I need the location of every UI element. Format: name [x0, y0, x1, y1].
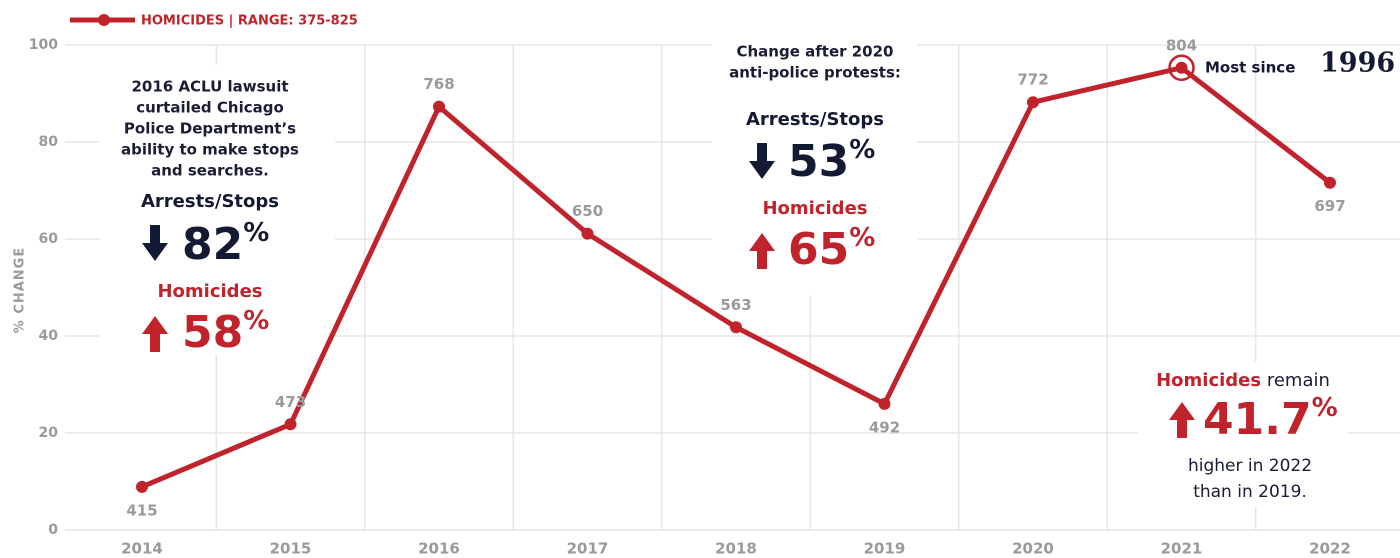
note-arrests: Arrests/Stops	[141, 191, 279, 212]
up-arrow	[1169, 402, 1195, 438]
note-text: ability to make stops	[121, 141, 299, 159]
point	[1175, 61, 1188, 74]
up-arrow	[749, 233, 775, 269]
point	[878, 397, 891, 410]
x-tick-label: 2016	[418, 540, 460, 558]
point	[136, 480, 148, 493]
value-label: 650	[572, 202, 603, 220]
x-tick-label: 2017	[567, 540, 609, 558]
note-text: anti-police protests:	[729, 64, 901, 82]
note-text: 2016 ACLU lawsuit	[131, 78, 288, 96]
y-tick-label: 60	[39, 231, 59, 247]
legend-label: HOMICIDES | RANGE: 375-825	[141, 14, 358, 29]
remain-text: higher in 2022	[1188, 456, 1312, 476]
peak-ring	[1168, 54, 1195, 82]
value-label: 804	[1166, 36, 1197, 54]
value-label: 492	[869, 418, 900, 436]
x-tick-label: 2021	[1161, 540, 1203, 558]
note-change: 82%	[182, 218, 269, 271]
down-arrow	[749, 143, 775, 179]
down-arrow	[142, 225, 168, 261]
remain-text: Homicides remain	[1156, 370, 1330, 391]
y-tick-label: 40	[39, 328, 59, 344]
note-bg	[100, 65, 335, 355]
y-tick-label: 0	[48, 522, 58, 538]
y-tick-label: 80	[39, 134, 59, 150]
x-tick-label: 2019	[864, 540, 906, 558]
point	[730, 321, 742, 334]
value-label: 772	[1017, 71, 1048, 89]
peak-text: Most since	[1205, 59, 1295, 77]
legend-dot	[98, 14, 110, 26]
point	[284, 418, 297, 431]
y-tick-label: 100	[29, 37, 58, 53]
note-bg	[1138, 362, 1348, 507]
x-tick-label: 2014	[121, 540, 163, 558]
point	[1324, 176, 1336, 189]
note-text: and searches.	[151, 162, 269, 180]
value-label: 415	[126, 501, 157, 519]
x-tick-label: 2022	[1309, 540, 1351, 558]
remain-text: than in 2019.	[1193, 482, 1307, 502]
y-tick-label: 20	[39, 425, 59, 441]
note-text: curtailed Chicago	[136, 99, 284, 117]
point	[433, 100, 445, 113]
note-change: 58%	[182, 306, 269, 359]
point	[581, 227, 594, 240]
remain-change: 41.7%	[1203, 393, 1338, 446]
value-label: 697	[1314, 197, 1345, 215]
value-label: 473	[275, 393, 306, 411]
value-label: 563	[720, 296, 751, 314]
note-change: 53%	[788, 135, 875, 188]
plot: 415 473 768 650 563 492 772 804 697	[126, 36, 1345, 519]
value-label: 768	[423, 75, 454, 93]
note-arrests: Arrests/Stops	[746, 109, 884, 130]
x-tick-label: 2015	[270, 540, 312, 558]
point	[1027, 96, 1039, 109]
up-arrow	[142, 316, 168, 352]
x-tick-label: 2020	[1012, 540, 1054, 558]
note-text: Police Department’s	[124, 120, 296, 138]
x-tick-label: 2018	[715, 540, 757, 558]
peak-year: 1996	[1320, 48, 1395, 79]
y-axis-label: % CHANGE	[13, 247, 28, 333]
note-change: 65%	[788, 223, 875, 276]
note-homicides: Homicides	[157, 281, 262, 302]
note-bg	[712, 35, 917, 295]
note-text: Change after 2020	[737, 43, 894, 61]
note-homicides: Homicides	[762, 198, 867, 219]
